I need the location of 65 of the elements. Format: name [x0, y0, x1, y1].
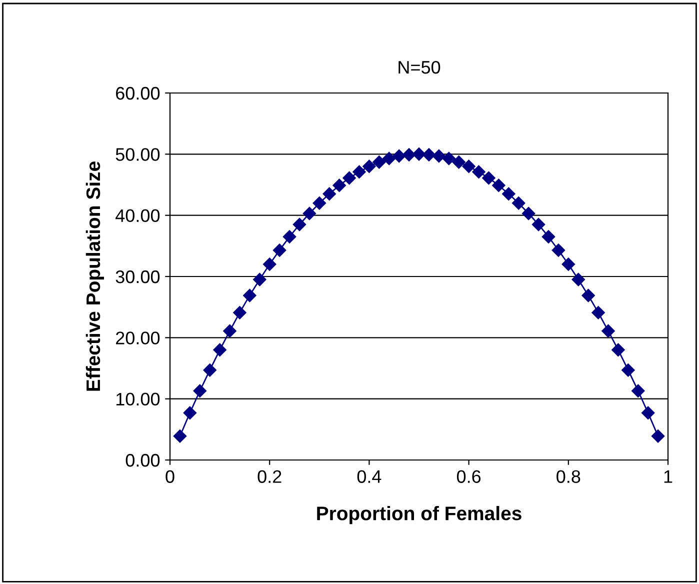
- x-tick-label: 0: [166, 470, 174, 483]
- point: [183, 406, 197, 420]
- point: [572, 272, 585, 286]
- point: [372, 156, 386, 169]
- point: [272, 244, 286, 257]
- point: [203, 363, 216, 377]
- point: [352, 165, 366, 178]
- point: [342, 171, 356, 185]
- point: [542, 230, 556, 244]
- chart-title: N=50: [398, 60, 440, 74]
- x-tick-label: 1: [664, 470, 672, 483]
- point: [233, 306, 246, 320]
- point: [332, 178, 346, 192]
- point: [582, 288, 595, 302]
- point: [482, 171, 496, 185]
- point: [213, 343, 226, 356]
- point: [322, 187, 336, 201]
- point: [412, 148, 426, 161]
- point: [651, 430, 665, 443]
- point: [602, 324, 615, 338]
- y-tick-label: 60.00: [116, 86, 160, 100]
- point: [522, 206, 536, 220]
- point: [193, 384, 206, 398]
- point: [243, 288, 256, 302]
- point: [282, 230, 296, 244]
- point: [632, 384, 645, 398]
- point: [223, 324, 236, 338]
- point: [402, 148, 416, 162]
- point: [392, 149, 406, 163]
- point: [472, 165, 486, 178]
- y-tick-label: 30.00: [116, 270, 160, 284]
- point: [612, 343, 625, 356]
- x-tick-label: 0.4: [357, 470, 382, 483]
- x-tick-label: 0.6: [456, 470, 481, 483]
- point: [492, 178, 506, 192]
- point: [622, 363, 635, 377]
- x-axis-title: Proportion of Females: [317, 506, 522, 524]
- y-tick-label: 10.00: [116, 392, 160, 406]
- y-tick-label: 40.00: [116, 209, 160, 222]
- y-axis-title: Effective Population Size: [86, 162, 104, 391]
- point: [502, 187, 516, 201]
- point: [292, 218, 306, 232]
- x-tick-label: 0.2: [258, 470, 282, 483]
- point: [552, 244, 566, 257]
- point: [592, 306, 605, 320]
- point: [452, 156, 466, 169]
- point: [641, 406, 655, 420]
- point: [512, 196, 526, 210]
- point: [462, 160, 476, 173]
- point: [263, 258, 276, 271]
- x-tick-label: 0.8: [556, 470, 580, 483]
- point: [562, 258, 575, 271]
- point: [253, 272, 266, 286]
- point: [362, 160, 376, 173]
- point: [432, 149, 446, 163]
- point: [173, 430, 187, 443]
- y-tick-label: 20.00: [116, 332, 160, 344]
- point: [312, 196, 326, 210]
- y-tick-label: 0.00: [126, 454, 160, 467]
- point: [532, 218, 546, 232]
- point: [382, 152, 396, 166]
- point: [422, 148, 436, 162]
- y-tick-label: 50.00: [116, 148, 160, 161]
- point: [302, 206, 316, 220]
- point: [442, 152, 456, 166]
